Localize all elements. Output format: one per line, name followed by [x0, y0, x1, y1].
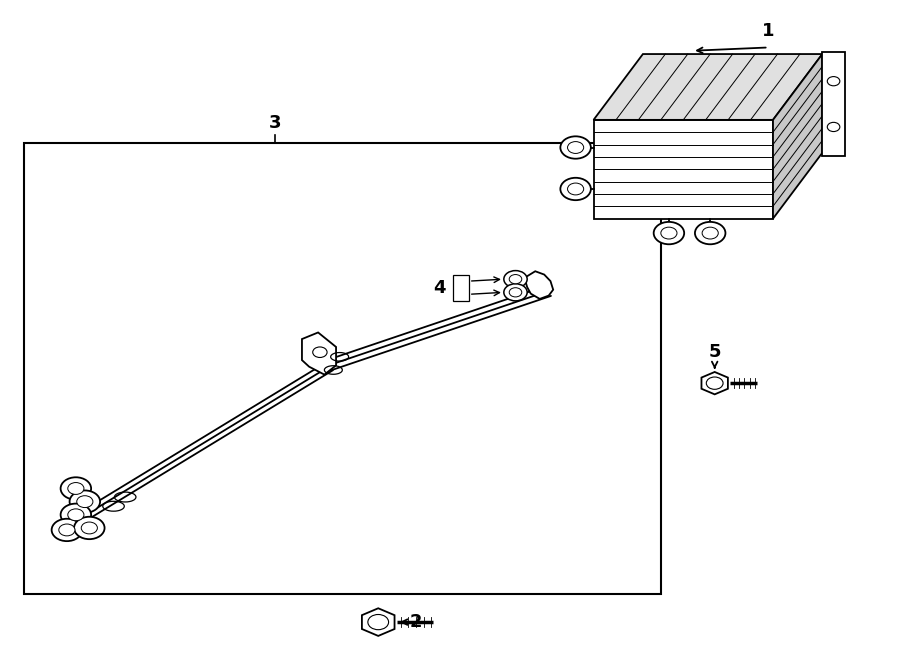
Circle shape	[74, 517, 104, 539]
Bar	[453, 274, 469, 301]
Circle shape	[312, 347, 327, 358]
Circle shape	[81, 522, 97, 534]
Circle shape	[504, 284, 527, 301]
Polygon shape	[302, 332, 336, 375]
Polygon shape	[362, 608, 394, 636]
Circle shape	[568, 183, 584, 195]
Polygon shape	[525, 271, 554, 299]
Circle shape	[76, 496, 93, 508]
Circle shape	[51, 519, 82, 541]
Text: 5: 5	[708, 342, 721, 360]
Circle shape	[60, 477, 91, 500]
Circle shape	[706, 377, 723, 389]
Circle shape	[60, 504, 91, 526]
Circle shape	[368, 615, 389, 630]
Circle shape	[504, 270, 527, 288]
Polygon shape	[701, 372, 728, 395]
Text: 1: 1	[762, 22, 775, 40]
Circle shape	[695, 222, 725, 245]
Circle shape	[68, 509, 84, 521]
Text: 3: 3	[269, 114, 282, 132]
Circle shape	[69, 490, 100, 513]
Text: 2: 2	[410, 613, 422, 631]
Circle shape	[702, 227, 718, 239]
Circle shape	[509, 288, 522, 297]
Circle shape	[561, 178, 591, 200]
Circle shape	[509, 274, 522, 284]
Circle shape	[827, 77, 840, 86]
Polygon shape	[594, 120, 773, 219]
Bar	[23, 143, 661, 594]
Circle shape	[561, 136, 591, 159]
Circle shape	[661, 227, 677, 239]
Circle shape	[653, 222, 684, 245]
Polygon shape	[823, 52, 845, 156]
Polygon shape	[594, 54, 823, 120]
Polygon shape	[773, 54, 823, 219]
Text: 4: 4	[433, 279, 446, 297]
Circle shape	[568, 141, 584, 153]
Circle shape	[827, 122, 840, 132]
Circle shape	[68, 483, 84, 494]
Circle shape	[58, 524, 75, 536]
